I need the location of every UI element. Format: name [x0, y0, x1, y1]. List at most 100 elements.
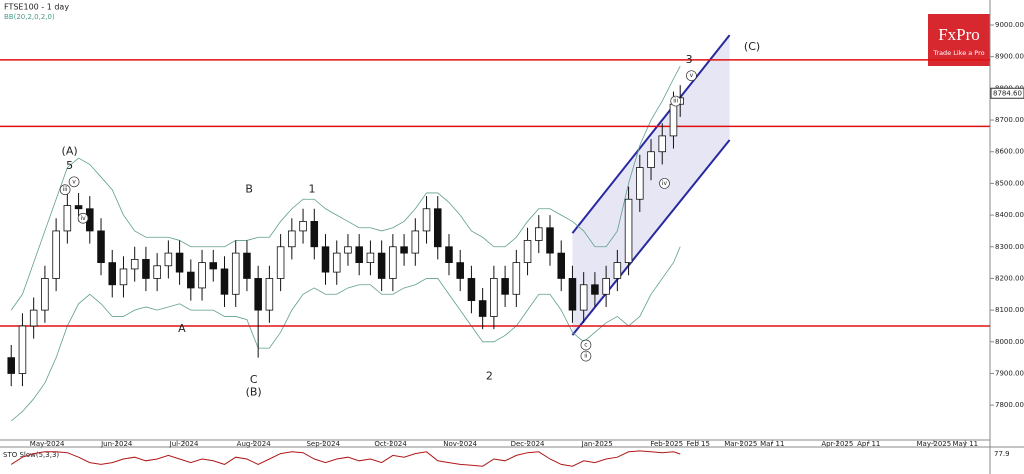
candle-body [198, 262, 206, 289]
candle-body [467, 278, 476, 302]
candle-body [579, 284, 588, 311]
candle-body [400, 246, 408, 254]
candle-body [456, 262, 464, 279]
candle-body [389, 246, 397, 279]
y-tick-label: 8200.00 [995, 274, 1024, 282]
candle-body [433, 208, 442, 248]
sto-label: STO Slow(5,3,3) [3, 451, 59, 459]
wave-label: 3 [686, 53, 693, 66]
wave-label: B [245, 183, 253, 196]
wave-circle [68, 176, 80, 188]
candle-body [254, 278, 262, 311]
wave-circle [59, 184, 71, 196]
candle-body [187, 271, 195, 289]
x-tick-label: Aug-2024 [237, 440, 272, 448]
last-price-label: 8784.60 [993, 89, 1022, 97]
sto-line [10, 450, 681, 467]
wave-circle [77, 212, 89, 224]
candle-body [231, 252, 240, 295]
bollinger-band [10, 66, 681, 311]
candle-body [344, 246, 352, 254]
candle-body [557, 252, 565, 279]
candle-body [243, 252, 251, 279]
wave-label: 1 [309, 183, 316, 196]
candle-body [490, 278, 498, 317]
candle-body [209, 262, 218, 270]
y-tick-label: 8900.00 [995, 53, 1024, 61]
candle-body [142, 259, 150, 279]
candle-body [153, 265, 161, 279]
candle-body [29, 309, 38, 327]
candle-body [501, 278, 509, 295]
logo: FxPro [938, 25, 980, 44]
y-tick-label: 8500.00 [995, 179, 1024, 187]
wave-label: (C) [744, 40, 760, 53]
candle-body [445, 246, 453, 264]
wave-label: iii [673, 98, 678, 105]
wave-label: 2 [486, 370, 493, 383]
candle-body [377, 252, 386, 279]
channel-line [571, 34, 731, 234]
candle-body [74, 205, 83, 210]
candle-body [613, 262, 622, 279]
candle-body [624, 198, 633, 264]
candle-body [535, 227, 543, 241]
chart-title: FTSE100 - 1 day [4, 3, 69, 12]
wave-label: C [250, 373, 258, 386]
x-tick-label: Jan-2025 [581, 440, 613, 448]
wave-label: ii [584, 353, 588, 360]
candle-body [332, 252, 341, 273]
candle-body [41, 278, 49, 311]
x-tick-label: Oct-2024 [374, 440, 407, 448]
candle-body [523, 240, 532, 264]
last-price-box [990, 87, 1024, 99]
candle-body [422, 208, 431, 232]
y-tick-label: 8600.00 [995, 148, 1024, 156]
x-tick-label: May-2024 [30, 440, 65, 448]
y-tick-label: 7800.00 [995, 401, 1024, 409]
x-tick-label: Apr-2025 [821, 440, 853, 448]
candle-body [647, 151, 655, 168]
candle-body [52, 230, 60, 279]
candle-body [366, 252, 375, 264]
candle-body [108, 262, 117, 286]
candle-body [63, 205, 72, 232]
wave-label: iv [662, 180, 668, 187]
candle-body [602, 278, 610, 295]
candle-body [119, 268, 128, 286]
wave-label: 5 [66, 159, 73, 172]
candle-body [130, 259, 139, 270]
candle-body [321, 246, 330, 273]
candle-body [546, 227, 554, 254]
x-tick-label: Sep-2024 [306, 440, 340, 448]
logo-tagline: Trade Like a Pro [932, 49, 984, 57]
wave-label: iii [63, 186, 68, 193]
candle-body [220, 268, 229, 295]
wave-circle [686, 70, 697, 82]
candle-body [288, 230, 296, 248]
candle-body [97, 230, 105, 264]
x-tick-label: Mar-2025 [724, 440, 757, 448]
y-tick-label: 8300.00 [995, 243, 1024, 251]
candle-body [299, 221, 307, 232]
candle-body [411, 230, 420, 254]
wave-circle [659, 178, 670, 189]
candle-body [636, 167, 644, 200]
wave-label: A [178, 322, 186, 335]
candle-body [478, 300, 487, 317]
x-tick-label: Jun-2024 [100, 440, 133, 448]
candle-body [568, 278, 577, 311]
x-tick-label: Feb 15 [686, 440, 710, 448]
y-tick-label: 9000.00 [995, 21, 1024, 29]
wave-circle [580, 350, 592, 362]
y-tick-label: 8700.00 [995, 116, 1024, 124]
x-tick-label: Dec-2024 [511, 440, 545, 448]
candle-body [658, 135, 667, 153]
candle-body [669, 103, 678, 137]
y-tick-label: 8000.00 [995, 338, 1024, 346]
y-tick-label: 7900.00 [995, 369, 1024, 377]
x-tick-label: Jul-2024 [169, 440, 199, 448]
